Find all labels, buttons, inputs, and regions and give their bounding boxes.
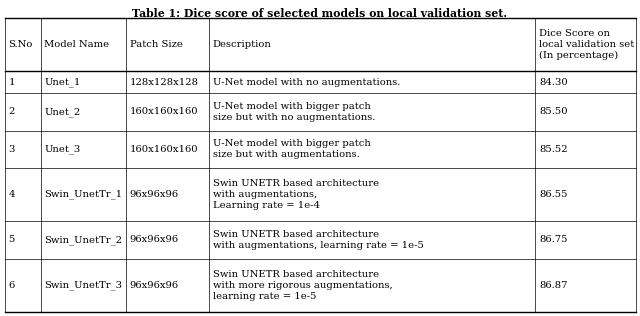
Text: Swin UNETR based architecture
with augmentations,
Learning rate = 1e-4: Swin UNETR based architecture with augme… [212, 179, 379, 210]
Text: Table 1: Dice score of selected models on local validation set.: Table 1: Dice score of selected models o… [132, 8, 508, 19]
Text: 85.50: 85.50 [539, 107, 568, 116]
Text: 2: 2 [8, 107, 15, 116]
Text: 85.52: 85.52 [539, 145, 568, 154]
Text: Swin_UnetTr_3: Swin_UnetTr_3 [44, 281, 122, 290]
Text: 96x96x96: 96x96x96 [129, 190, 179, 199]
Text: 96x96x96: 96x96x96 [129, 281, 179, 290]
Text: 5: 5 [8, 235, 15, 245]
Text: U-Net model with bigger patch
size but with no augmentations.: U-Net model with bigger patch size but w… [212, 102, 375, 122]
Text: 1: 1 [8, 78, 15, 87]
Text: 86.87: 86.87 [539, 281, 568, 290]
Text: 160x160x160: 160x160x160 [129, 145, 198, 154]
Text: Patch Size: Patch Size [129, 40, 182, 49]
Text: Swin_UnetTr_2: Swin_UnetTr_2 [44, 235, 122, 245]
Text: 3: 3 [8, 145, 15, 154]
Text: Swin_UnetTr_1: Swin_UnetTr_1 [44, 190, 122, 199]
Text: Model Name: Model Name [44, 40, 109, 49]
Text: 160x160x160: 160x160x160 [129, 107, 198, 116]
Text: U-Net model with no augmentations.: U-Net model with no augmentations. [212, 78, 400, 87]
Text: Unet_3: Unet_3 [44, 144, 81, 154]
Text: Unet_1: Unet_1 [44, 77, 81, 87]
Text: Swin UNETR based architecture
with augmentations, learning rate = 1e-5: Swin UNETR based architecture with augme… [212, 230, 424, 250]
Text: Description: Description [212, 40, 271, 49]
Text: S.No: S.No [8, 40, 33, 49]
Text: 6: 6 [8, 281, 15, 290]
Text: 128x128x128: 128x128x128 [129, 78, 198, 87]
Text: Dice Score on
local validation set
(In percentage): Dice Score on local validation set (In p… [539, 29, 634, 60]
Text: 86.55: 86.55 [539, 190, 568, 199]
Text: 86.75: 86.75 [539, 235, 568, 245]
Text: 96x96x96: 96x96x96 [129, 235, 179, 245]
Text: Swin UNETR based architecture
with more rigorous augmentations,
learning rate = : Swin UNETR based architecture with more … [212, 270, 392, 301]
Text: U-Net model with bigger patch
size but with augmentations.: U-Net model with bigger patch size but w… [212, 139, 371, 159]
Text: Unet_2: Unet_2 [44, 107, 81, 117]
Text: 84.30: 84.30 [539, 78, 568, 87]
Text: 4: 4 [8, 190, 15, 199]
